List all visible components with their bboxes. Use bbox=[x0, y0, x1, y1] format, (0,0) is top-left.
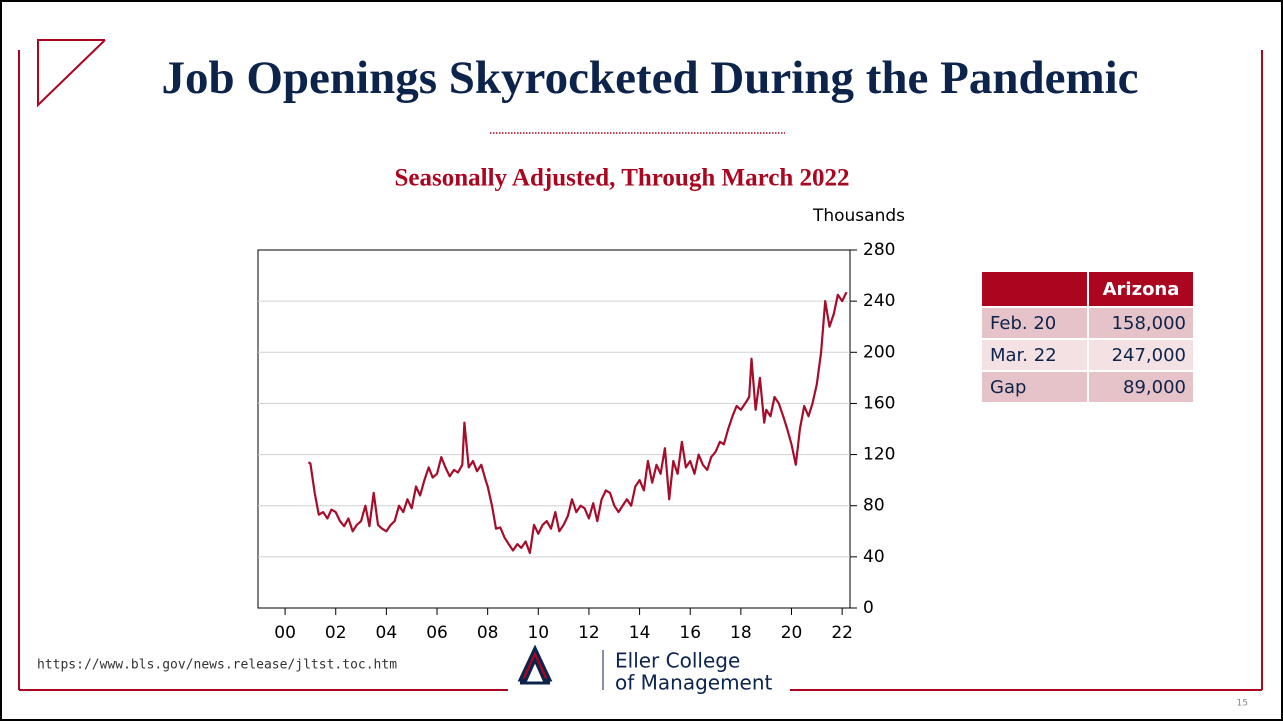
y-tick-label: 80 bbox=[863, 496, 885, 516]
x-tick-label: 04 bbox=[376, 623, 398, 643]
x-tick-label: 22 bbox=[831, 623, 853, 643]
y-tick-label: 160 bbox=[863, 393, 895, 413]
table-header: Arizona bbox=[1103, 279, 1180, 300]
table-label: Gap bbox=[990, 377, 1026, 398]
table-cell bbox=[982, 340, 1087, 370]
x-tick-label: 02 bbox=[325, 623, 347, 643]
y-tick-label: 200 bbox=[863, 342, 895, 362]
table-header-cell bbox=[982, 272, 1087, 306]
data-line bbox=[307, 291, 848, 555]
x-tick-label: 10 bbox=[527, 623, 549, 643]
y-tick-label: 40 bbox=[863, 547, 885, 567]
logo: Eller College of Management bbox=[517, 644, 773, 695]
logo-text: Eller College bbox=[615, 649, 740, 673]
table-value: 247,000 bbox=[1112, 345, 1186, 366]
table-value: 89,000 bbox=[1123, 377, 1186, 398]
y-tick-label: 0 bbox=[863, 598, 874, 618]
table-header-cell bbox=[1089, 272, 1193, 306]
logo-mark bbox=[517, 644, 553, 682]
y-tick-label: 280 bbox=[863, 240, 895, 260]
x-tick-label: 08 bbox=[477, 623, 499, 643]
table-label: Mar. 22 bbox=[990, 345, 1057, 366]
data-table: Arizona Feb. 20 158,000 Mar. 22 247,000 Gap 8… bbox=[982, 272, 1193, 402]
table-cell bbox=[1089, 372, 1193, 402]
source: https://www.bls.gov/news.release/jltst.t… bbox=[37, 658, 397, 673]
slide-title: Job Openings Skyrocketed During the Pand… bbox=[161, 52, 1138, 104]
x-tick-label: 06 bbox=[426, 623, 448, 643]
x-tick-label: 18 bbox=[730, 623, 752, 643]
table-value: 158,000 bbox=[1112, 313, 1186, 334]
x-tick-label: 00 bbox=[274, 623, 296, 643]
page-number: 15 bbox=[1237, 699, 1248, 709]
y-unit: Thousands bbox=[812, 206, 905, 226]
table-cell bbox=[982, 308, 1087, 338]
table-cell bbox=[1089, 308, 1193, 338]
y-tick-label: 120 bbox=[863, 445, 895, 465]
y-tick-label: 240 bbox=[863, 291, 895, 311]
x-tick-label: 12 bbox=[578, 623, 600, 643]
table-cell bbox=[1089, 340, 1193, 370]
table-label: Feb. 20 bbox=[990, 313, 1056, 334]
x-tick-label: 20 bbox=[781, 623, 803, 643]
x-tick-label: 16 bbox=[679, 623, 701, 643]
plot-frame bbox=[257, 249, 851, 609]
corner-mark bbox=[37, 39, 106, 108]
x-tick-label: 14 bbox=[629, 623, 651, 643]
chart-subtitle: Seasonally Adjusted, Through March 2022 bbox=[395, 165, 850, 192]
logo-text: of Management bbox=[615, 671, 773, 695]
table-cell bbox=[982, 372, 1087, 402]
